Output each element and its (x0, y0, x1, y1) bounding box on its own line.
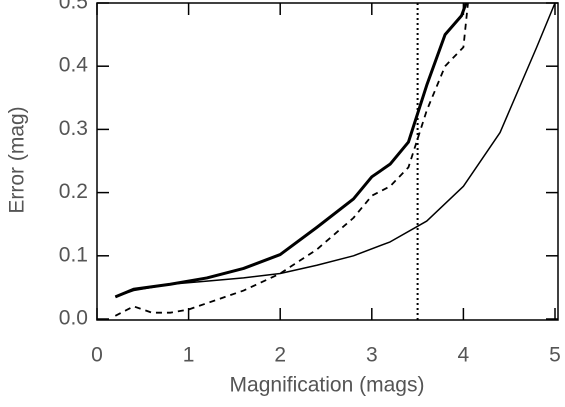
plot-frame (96, 2, 559, 321)
x-tick-label: 4 (458, 344, 470, 367)
y-tick-label: 0.2 (59, 180, 88, 203)
x-tick-label: 5 (549, 344, 561, 367)
data-line (114, 3, 468, 299)
y-tick-label: 0.4 (59, 54, 89, 77)
x-tick-label: 1 (183, 344, 195, 367)
x-axis-title: Magnification (mags) (230, 374, 425, 397)
x-tick-label: 3 (366, 344, 378, 367)
x-tick-label: 0 (91, 344, 103, 367)
data-line (114, 3, 469, 317)
y-axis-title: Error (mag) (6, 106, 29, 213)
data-line (115, 3, 556, 298)
y-tick-label: 0.5 (59, 0, 88, 14)
y-tick-label: 0.0 (59, 307, 88, 330)
x-tick-label: 2 (274, 344, 286, 367)
y-tick-label: 0.3 (59, 117, 88, 140)
y-tick-label: 0.1 (59, 243, 88, 266)
plot-area (114, 3, 556, 317)
